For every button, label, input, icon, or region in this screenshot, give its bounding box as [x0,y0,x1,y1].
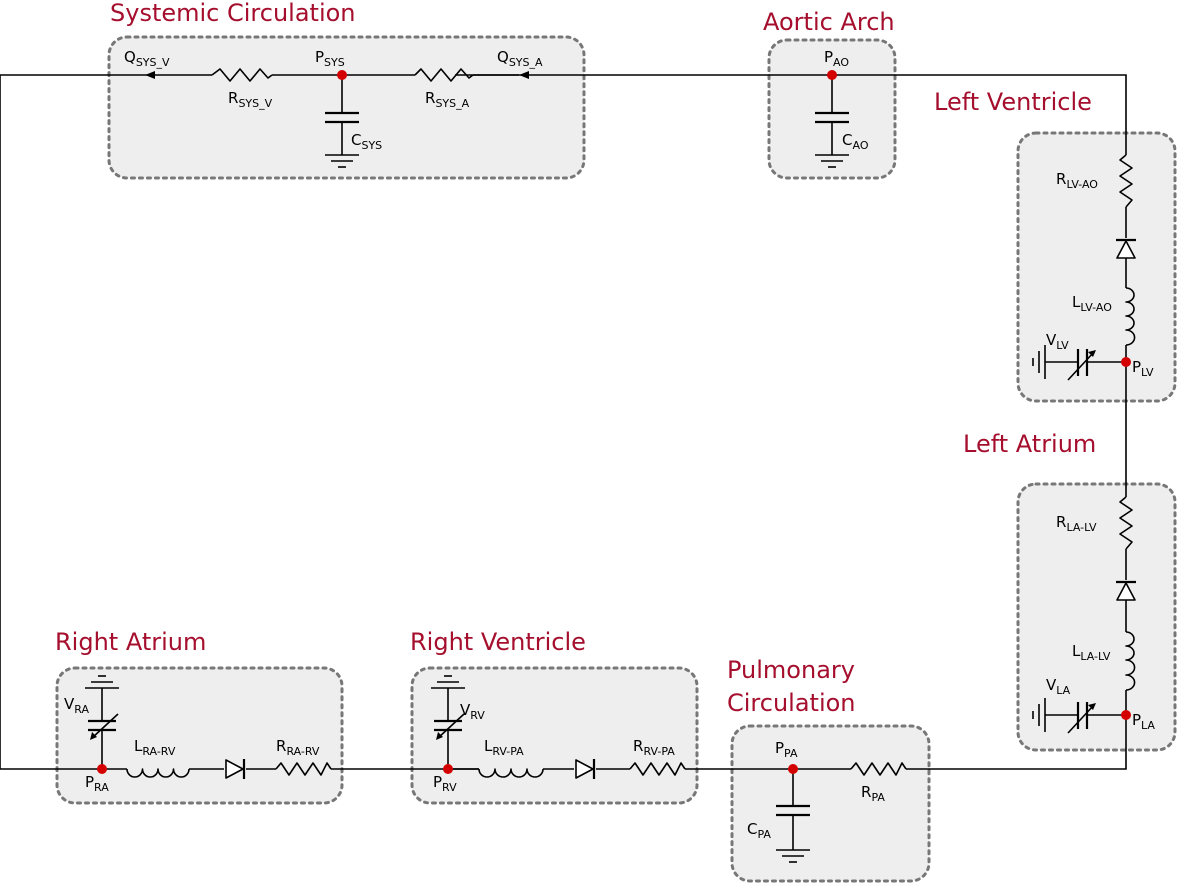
label-p-rv: PRV [433,773,457,794]
capacitor-sys [325,75,359,155]
label-r-ra-rv: RRA-RV [276,737,320,758]
label-p-pa: PPA [775,739,798,760]
label-p-lv: PLV [1132,358,1154,379]
label-p-sys: PSYS [315,48,345,69]
diode-la-lv [1116,580,1136,601]
label-r-lv-ao: RLV-AO [1056,170,1098,191]
ground-icon [325,154,359,168]
label-r-la-lv: RLA-LV [1056,513,1097,534]
left-ventricle-title: Left Ventricle [934,88,1092,116]
resistor-ra-rv [275,762,332,776]
pulmonary-circulation-box [730,724,931,883]
label-r-pa: RPA [861,783,885,804]
label-p-ao: PAO [824,48,849,69]
label-r-rv-pa: RRV-PA [633,737,675,758]
node-p-sys [337,70,347,80]
resistor-sys-a [414,68,474,82]
systemic-circulation-title: Systemic Circulation [110,0,356,27]
component-labels: QSYS_V PSYS QSYS_A RSYS_V RSYS_A CSYS PA… [64,48,1155,841]
diode-ra-rv [225,759,246,779]
label-v-ra: VRA [64,695,89,716]
left-atrium-box [1016,482,1177,752]
diode-lv-ao [1116,238,1136,259]
capacitor-ao [815,75,849,155]
ground-icon [1032,698,1046,732]
label-l-lv-ao: LLV-AO [1072,293,1112,314]
inductor-rv-pa [478,768,544,778]
label-p-ra: PRA [85,773,109,794]
node-p-ra [97,764,107,774]
label-p-la: PLA [1132,711,1155,732]
variable-capacitor-lv [1045,349,1126,381]
label-c-pa: CPA [747,820,771,841]
label-l-ra-rv: LRA-RV [134,737,176,758]
label-l-la-lv: LLA-LV [1072,642,1111,663]
node-p-lv [1121,357,1131,367]
right-atrium-title: Right Atrium [55,628,206,656]
label-c-sys: CSYS [351,131,382,152]
flow-arrow-sys-a [519,71,529,79]
label-q-sys-a: QSYS_A [497,48,543,69]
flow-arrow-sys-v [145,71,155,79]
label-c-ao: CAO [842,131,869,152]
node-p-la [1121,710,1131,720]
inductor-la-lv [1125,631,1136,691]
variable-capacitor-la [1045,702,1126,734]
systemic-circulation-box [107,35,586,180]
resistor-rv-pa [629,762,686,776]
resistor-pa [850,762,907,776]
variable-capacitor-ra [88,688,119,769]
main-loop-wires [0,74,1127,770]
diode-rv-pa [575,759,596,779]
label-v-lv: VLV [1046,331,1069,352]
pulmonary-circulation-title-line1: Pulmonary [727,656,855,684]
label-v-rv: VRV [460,701,485,722]
label-q-sys-v: QSYS_V [124,48,170,69]
resistor-la-lv [1119,496,1133,550]
node-p-ao [827,70,837,80]
resistor-sys-v [211,68,273,82]
left-atrium-title: Left Atrium [963,430,1096,458]
node-p-rv [443,764,453,774]
left-ventricle-box [1016,131,1177,403]
ground-icon [776,849,810,863]
label-v-la: VLA [1046,676,1071,697]
ground-icon [1032,345,1046,379]
pulmonary-circulation-title-line2: Circulation [727,689,856,717]
resistor-lv-ao [1119,154,1133,208]
aortic-arch-title: Aortic Arch [763,8,895,36]
label-r-sys-v: RSYS_V [228,89,273,110]
label-r-sys-a: RSYS_A [425,89,470,110]
variable-capacitor-rv [434,688,465,769]
inductor-lv-ao [1125,287,1136,346]
node-p-pa [788,764,798,774]
capacitor-pa [776,769,810,850]
ground-icon [815,154,849,168]
label-l-rv-pa: LRV-PA [484,737,524,758]
right-ventricle-title: Right Ventricle [410,628,586,656]
inductor-ra-rv [126,768,190,778]
